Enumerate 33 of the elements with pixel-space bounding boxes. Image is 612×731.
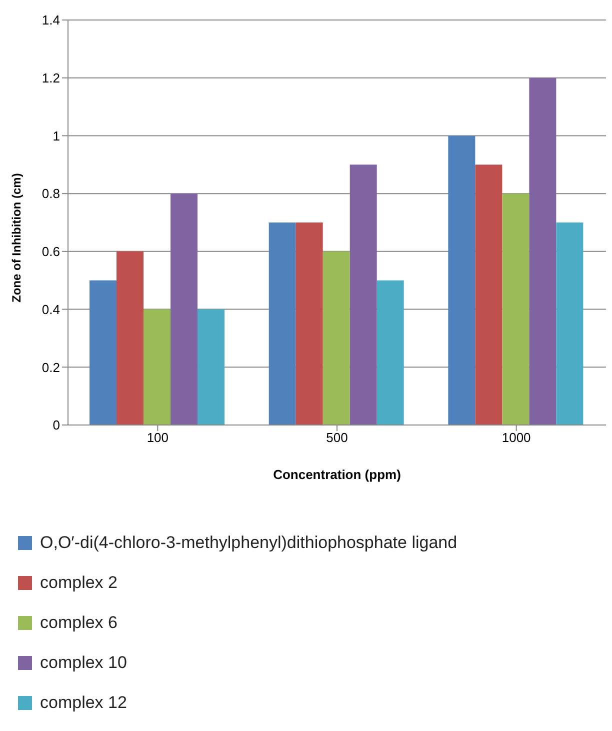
bar — [350, 164, 377, 425]
bar — [198, 309, 225, 425]
y-tick-label: 0.8 — [42, 186, 60, 202]
x-tick-label: 100 — [146, 430, 169, 446]
y-tick-label: 0.2 — [42, 360, 60, 375]
bar — [90, 280, 117, 425]
x-axis-title: Concentration (ppm) — [273, 467, 401, 482]
legend-label: complex 12 — [40, 692, 127, 714]
legend-label: complex 10 — [40, 652, 127, 674]
bar — [144, 309, 171, 425]
y-tick-label: 0.4 — [42, 302, 60, 317]
bar — [170, 194, 198, 425]
y-tick-label: 0 — [52, 418, 60, 433]
y-tick-label: 0.6 — [42, 244, 60, 260]
bar — [448, 136, 476, 425]
bar — [376, 280, 404, 425]
bar — [116, 251, 144, 425]
bar — [502, 194, 530, 425]
y-tick-label: 1 — [52, 128, 60, 144]
bar — [268, 222, 296, 425]
legend-label: complex 6 — [40, 612, 118, 634]
x-tick-label: 1000 — [502, 430, 531, 446]
bar — [556, 222, 584, 425]
x-tick-label: 500 — [326, 430, 348, 446]
bar — [296, 222, 323, 425]
bar — [322, 251, 350, 425]
y-tick-label: 1.4 — [42, 12, 60, 28]
legend-label: complex 2 — [40, 572, 118, 594]
y-axis-title: Zone of Inhibition (cm) — [9, 173, 24, 302]
bar — [475, 164, 502, 425]
y-tick-label: 1.2 — [42, 70, 60, 86]
legend-label: O,O′-di(4-chloro-3-methylphenyl)dithiophosphate ligand — [40, 532, 458, 554]
bar — [529, 78, 556, 425]
